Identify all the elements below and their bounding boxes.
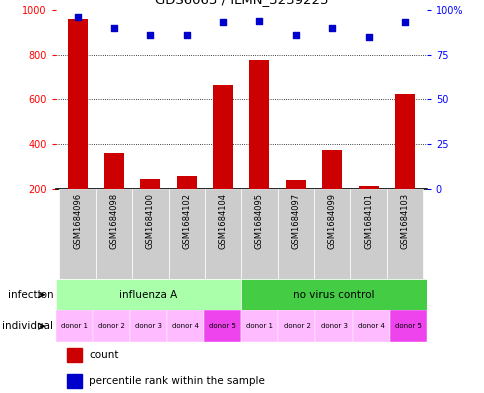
Bar (130, 310, 166, 342)
Point (328, 24, 335, 31)
Bar (166, 310, 204, 342)
Bar (278, 310, 315, 342)
Bar (59, 189, 95, 279)
Bar (389, 310, 426, 342)
Text: GSM1684101: GSM1684101 (363, 193, 372, 249)
Text: donor 2: donor 2 (283, 323, 310, 329)
Bar (315, 310, 352, 342)
Bar (204, 189, 241, 279)
Text: infection: infection (8, 290, 53, 300)
Text: individual: individual (2, 321, 53, 331)
Text: GSM1684102: GSM1684102 (182, 193, 191, 249)
Bar (321, 149, 342, 189)
Text: donor 2: donor 2 (98, 323, 124, 329)
Bar (104, 153, 124, 189)
Bar (168, 189, 204, 279)
Text: GSM1684095: GSM1684095 (255, 193, 263, 249)
Bar (241, 310, 278, 342)
Text: donor 4: donor 4 (172, 323, 198, 329)
Bar (67, 19, 88, 189)
Point (146, 32, 154, 38)
Text: donor 1: donor 1 (246, 323, 273, 329)
Bar (386, 189, 422, 279)
Point (255, 17, 263, 24)
Bar (249, 60, 269, 189)
Text: influenza A: influenza A (119, 290, 177, 300)
Title: GDS6063 / ILMN_3239225: GDS6063 / ILMN_3239225 (154, 0, 327, 6)
Bar (93, 310, 130, 342)
Bar (204, 310, 241, 342)
Bar (212, 85, 233, 189)
Point (291, 32, 299, 38)
Text: count: count (89, 350, 119, 360)
Bar (132, 189, 168, 279)
Text: GSM1684104: GSM1684104 (218, 193, 227, 249)
Bar (140, 178, 160, 189)
Point (364, 33, 372, 40)
Text: donor 4: donor 4 (357, 323, 384, 329)
Text: GSM1684098: GSM1684098 (109, 193, 118, 249)
Point (110, 24, 118, 31)
Text: GSM1684099: GSM1684099 (327, 193, 336, 249)
Text: GSM1684103: GSM1684103 (400, 193, 408, 249)
Bar (56, 279, 241, 310)
Bar (67, 374, 82, 388)
Bar (358, 186, 378, 189)
Text: percentile rank within the sample: percentile rank within the sample (89, 376, 264, 386)
Bar (352, 310, 389, 342)
Bar (314, 189, 349, 279)
Bar (95, 189, 132, 279)
Bar (349, 189, 386, 279)
Text: GSM1684100: GSM1684100 (146, 193, 154, 249)
Bar (277, 189, 314, 279)
Point (182, 32, 190, 38)
Bar (56, 310, 93, 342)
Bar (67, 348, 82, 362)
Bar (241, 189, 277, 279)
Bar (176, 176, 197, 189)
Text: donor 3: donor 3 (320, 323, 347, 329)
Text: donor 1: donor 1 (60, 323, 88, 329)
Text: donor 3: donor 3 (135, 323, 162, 329)
Text: donor 5: donor 5 (209, 323, 236, 329)
Bar (394, 94, 414, 189)
Bar (285, 180, 305, 189)
Text: GSM1684097: GSM1684097 (291, 193, 300, 249)
Point (219, 19, 227, 26)
Bar (241, 279, 426, 310)
Text: no virus control: no virus control (293, 290, 374, 300)
Text: GSM1684096: GSM1684096 (73, 193, 82, 249)
Text: donor 5: donor 5 (394, 323, 421, 329)
Point (400, 19, 408, 26)
Point (74, 14, 81, 20)
